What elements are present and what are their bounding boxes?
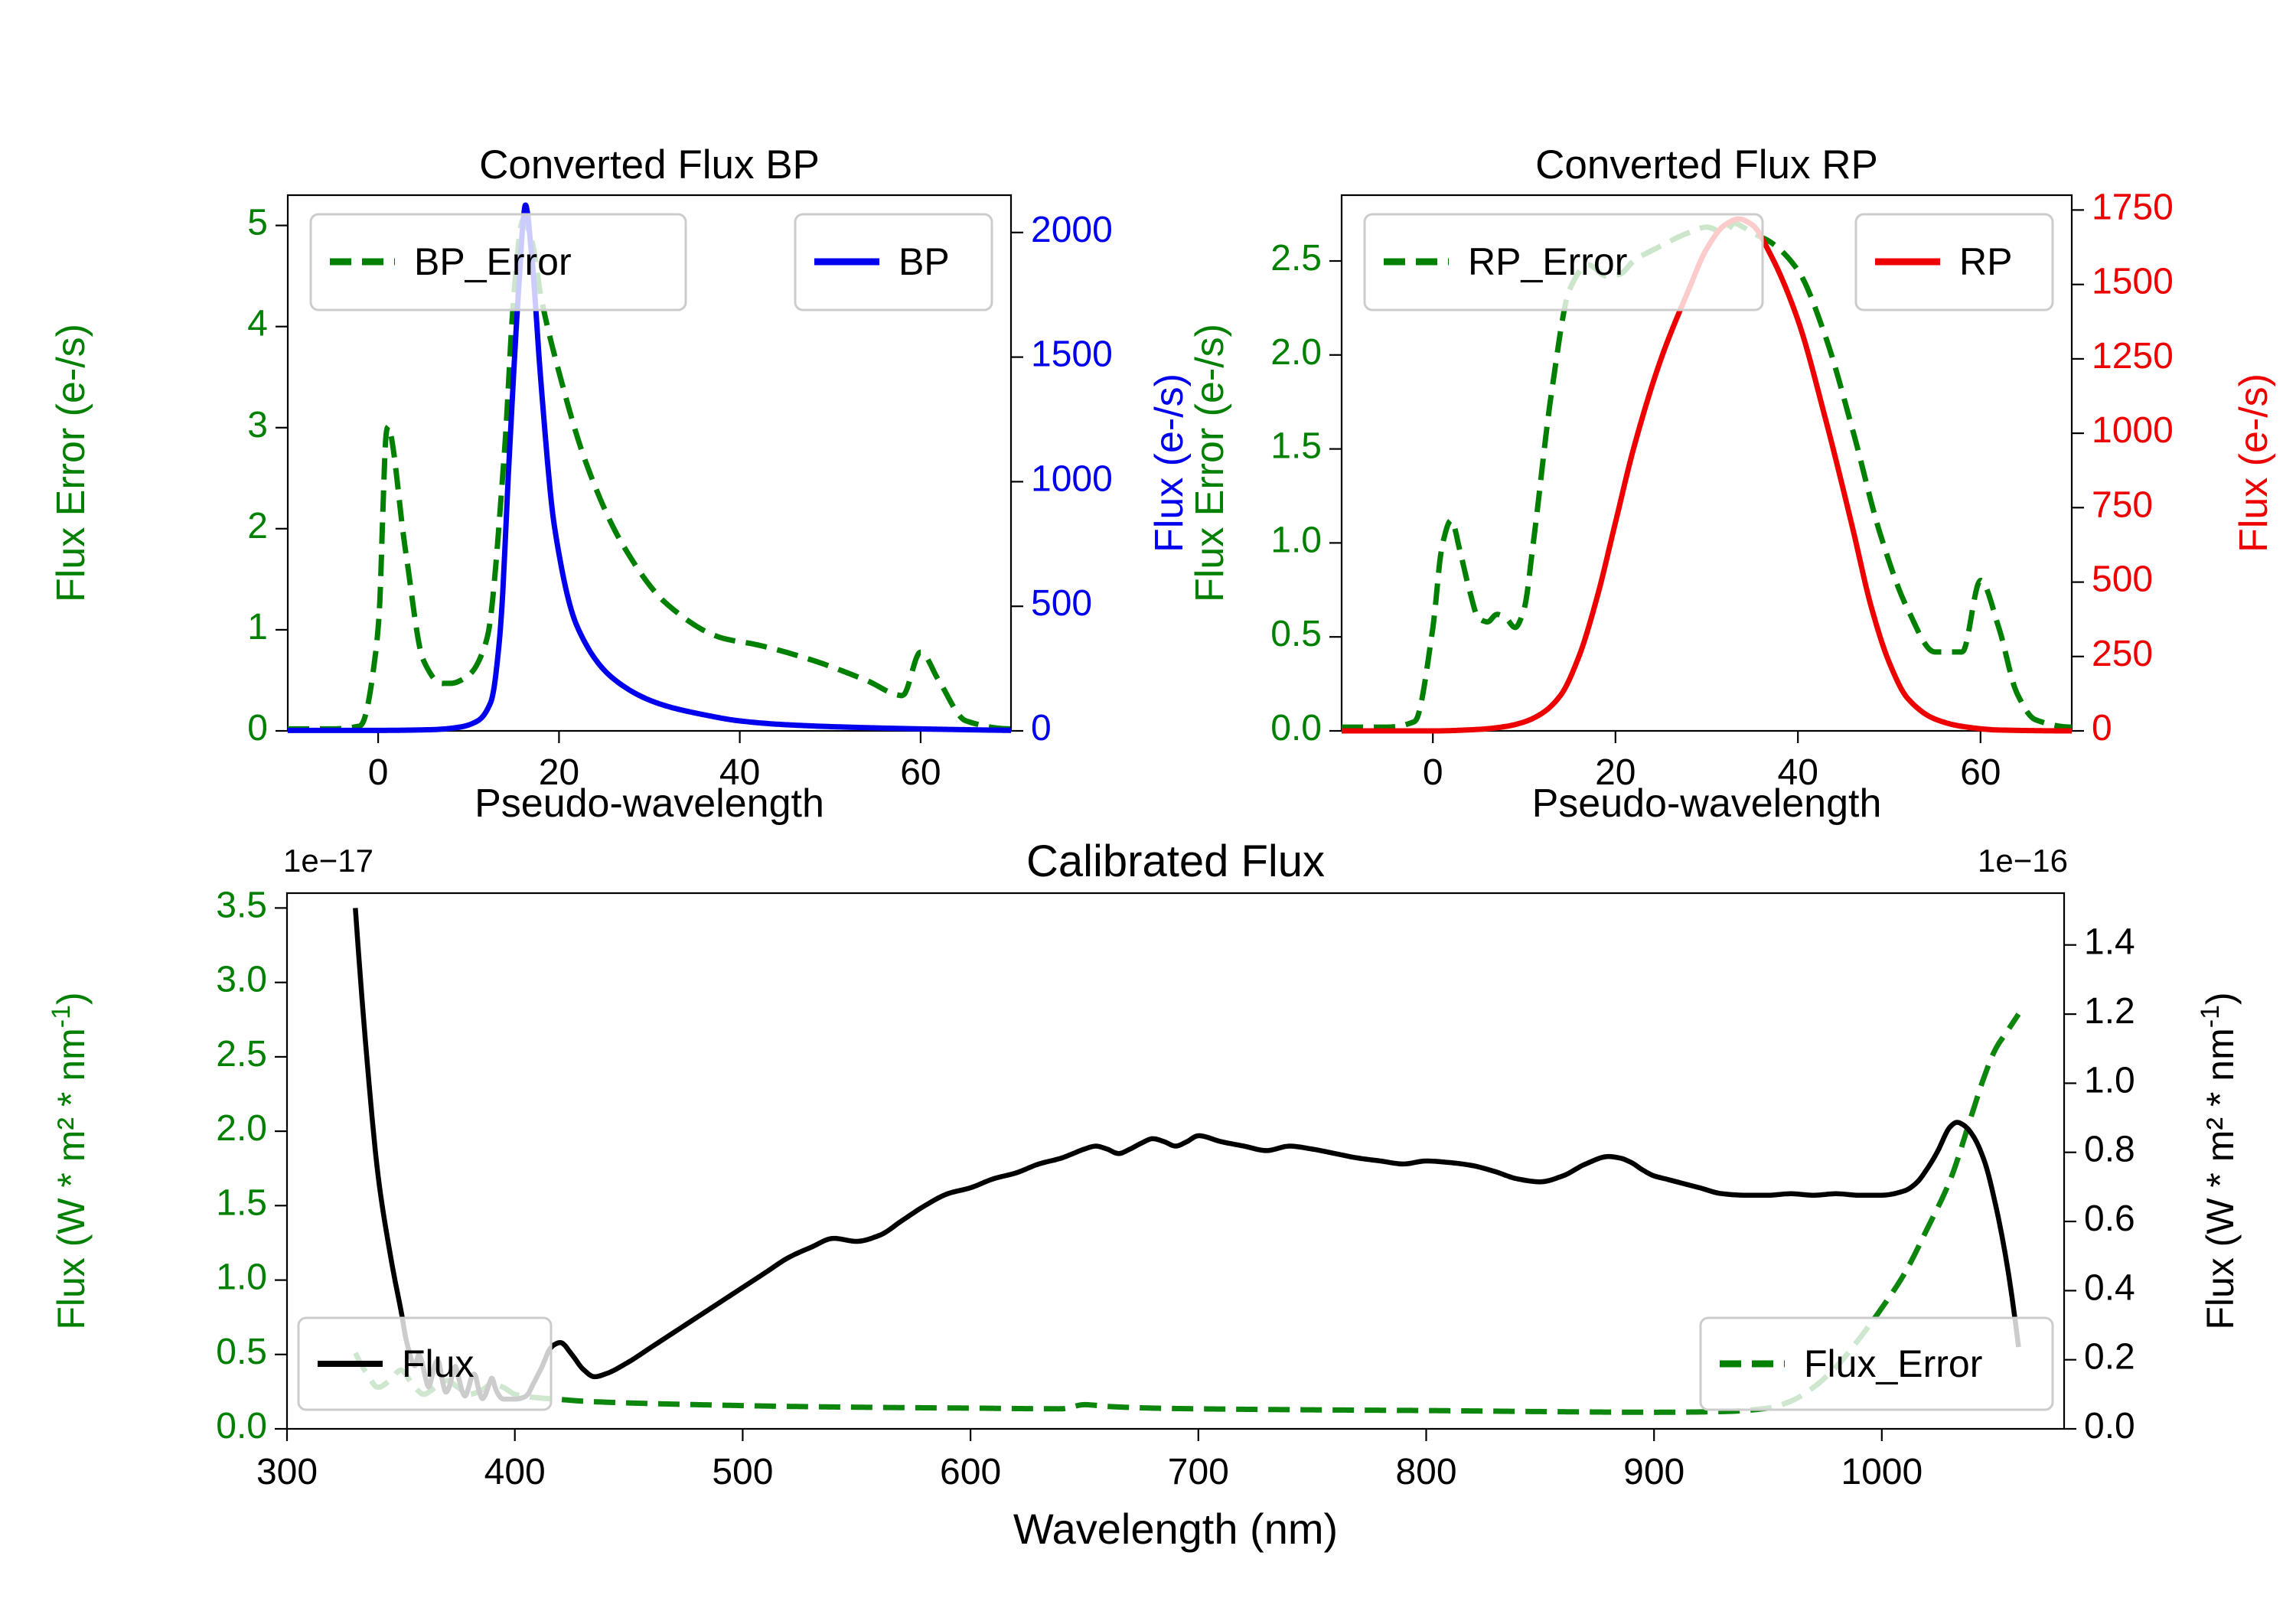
svg-text:Flux (e-/s): Flux (e-/s) — [2232, 373, 2276, 553]
svg-text:2.5: 2.5 — [1270, 238, 1322, 279]
svg-text:2.0: 2.0 — [1270, 332, 1322, 373]
svg-text:Converted Flux RP: Converted Flux RP — [1535, 142, 1878, 188]
svg-text:0.0: 0.0 — [1270, 708, 1322, 748]
svg-text:400: 400 — [484, 1452, 546, 1492]
svg-text:600: 600 — [940, 1452, 1001, 1492]
svg-text:1750: 1750 — [2092, 187, 2174, 227]
svg-text:0: 0 — [368, 752, 389, 793]
svg-text:1000: 1000 — [2092, 410, 2174, 451]
svg-text:BP: BP — [899, 240, 950, 283]
svg-text:1e−16: 1e−16 — [1978, 843, 2068, 879]
svg-text:1500: 1500 — [1031, 334, 1113, 375]
svg-text:3: 3 — [247, 405, 268, 445]
svg-text:1.5: 1.5 — [216, 1182, 267, 1223]
svg-text:2000: 2000 — [1031, 210, 1113, 250]
svg-text:Flux (e-/s): Flux (e-/s) — [1147, 373, 1192, 553]
svg-text:800: 800 — [1395, 1452, 1456, 1492]
svg-text:Converted Flux BP: Converted Flux BP — [479, 142, 820, 188]
svg-text:0.2: 0.2 — [2084, 1337, 2135, 1378]
svg-text:0: 0 — [1423, 752, 1443, 793]
svg-text:3.0: 3.0 — [216, 960, 267, 1000]
svg-text:0.6: 0.6 — [2084, 1198, 2135, 1239]
svg-text:0.8: 0.8 — [2084, 1130, 2135, 1170]
svg-text:Flux: Flux — [402, 1342, 474, 1385]
svg-text:1.5: 1.5 — [1270, 426, 1322, 467]
svg-text:2.5: 2.5 — [216, 1034, 267, 1075]
svg-text:3.5: 3.5 — [216, 885, 267, 925]
svg-text:1: 1 — [247, 607, 268, 647]
svg-text:500: 500 — [1031, 583, 1092, 624]
svg-text:Flux_Error: Flux_Error — [1804, 1342, 1982, 1385]
svg-text:BP_Error: BP_Error — [414, 240, 572, 283]
svg-text:RP_Error: RP_Error — [1468, 240, 1627, 283]
svg-text:4: 4 — [247, 304, 268, 344]
svg-text:0: 0 — [2092, 708, 2112, 748]
svg-text:1250: 1250 — [2092, 336, 2174, 377]
svg-text:1.0: 1.0 — [216, 1257, 267, 1298]
svg-text:2.0: 2.0 — [216, 1108, 267, 1149]
svg-text:1000: 1000 — [1841, 1452, 1923, 1492]
svg-text:0: 0 — [247, 708, 268, 748]
svg-text:900: 900 — [1623, 1452, 1684, 1492]
svg-text:1500: 1500 — [2092, 262, 2174, 302]
svg-text:Flux Error (e-/s): Flux Error (e-/s) — [1188, 324, 1232, 602]
svg-text:1e−17: 1e−17 — [283, 843, 373, 879]
svg-text:0: 0 — [1031, 708, 1052, 748]
svg-text:700: 700 — [1168, 1452, 1229, 1492]
svg-text:0.5: 0.5 — [1270, 614, 1322, 654]
svg-text:RP: RP — [1959, 240, 2012, 283]
svg-text:1.4: 1.4 — [2084, 922, 2135, 963]
svg-text:0.5: 0.5 — [216, 1332, 267, 1372]
svg-text:750: 750 — [2092, 484, 2153, 525]
svg-text:60: 60 — [900, 752, 941, 793]
svg-text:1.0: 1.0 — [1270, 520, 1322, 560]
svg-text:1.0: 1.0 — [2084, 1060, 2135, 1101]
svg-text:60: 60 — [1960, 752, 2001, 793]
svg-text:500: 500 — [712, 1452, 773, 1492]
svg-text:Wavelength (nm): Wavelength (nm) — [1013, 1505, 1338, 1553]
svg-text:250: 250 — [2092, 634, 2153, 674]
svg-text:5: 5 — [247, 203, 268, 243]
svg-text:1000: 1000 — [1031, 458, 1113, 499]
svg-text:Flux (W * m² * nm-1): Flux (W * m² * nm-1) — [47, 992, 93, 1329]
svg-text:0.0: 0.0 — [216, 1406, 267, 1446]
svg-text:Flux Error (e-/s): Flux Error (e-/s) — [49, 324, 93, 602]
svg-text:500: 500 — [2092, 559, 2153, 600]
svg-text:0.0: 0.0 — [2084, 1406, 2135, 1446]
svg-text:0.4: 0.4 — [2084, 1267, 2135, 1308]
svg-text:Flux (W * m² * nm-1): Flux (W * m² * nm-1) — [2196, 992, 2242, 1329]
svg-text:300: 300 — [256, 1452, 318, 1492]
svg-text:2: 2 — [247, 506, 268, 546]
svg-text:Pseudo-wavelength: Pseudo-wavelength — [475, 781, 824, 826]
svg-text:Calibrated Flux: Calibrated Flux — [1026, 836, 1325, 886]
svg-text:Pseudo-wavelength: Pseudo-wavelength — [1532, 781, 1882, 826]
svg-text:1.2: 1.2 — [2084, 991, 2135, 1032]
